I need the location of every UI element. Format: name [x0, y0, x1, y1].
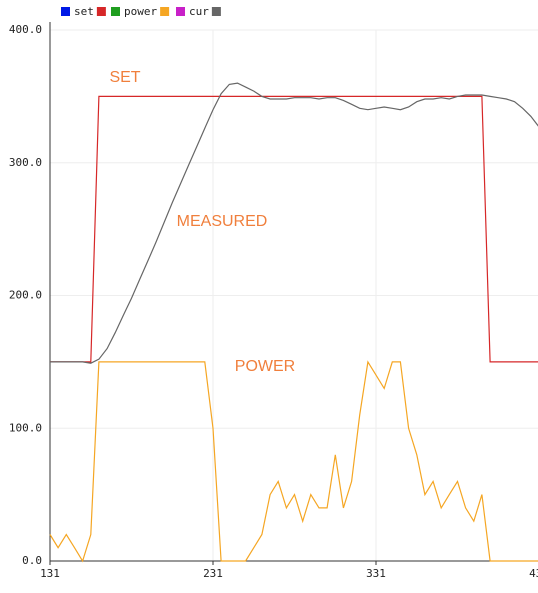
- legend-label: cur: [189, 5, 209, 18]
- legend-swatch: [211, 7, 221, 16]
- annotation: MEASURED: [177, 213, 268, 230]
- legend-label: power: [124, 5, 157, 18]
- legend-swatch: [96, 7, 106, 16]
- x-tick-label: 331: [366, 567, 386, 580]
- legend-deco: [111, 7, 120, 16]
- legend-label: set: [74, 5, 94, 18]
- series-line: [50, 95, 538, 363]
- x-tick-label: 231: [203, 567, 223, 580]
- y-tick-label: 200.0: [9, 289, 42, 302]
- series-line: [50, 82, 538, 364]
- y-tick-label: 100.0: [9, 421, 42, 434]
- y-tick-label: 400.0: [9, 23, 42, 36]
- y-tick-label: 0.0: [22, 554, 42, 567]
- x-tick-label: 131: [40, 567, 60, 580]
- annotation: SET: [109, 69, 140, 86]
- legend-deco: [176, 7, 185, 16]
- legend-deco: [61, 7, 70, 16]
- series-line: [49, 360, 538, 563]
- y-tick-label: 300.0: [9, 156, 42, 169]
- annotation: POWER: [235, 358, 295, 375]
- legend-swatch: [160, 7, 170, 16]
- x-tick-label: 431: [529, 567, 538, 580]
